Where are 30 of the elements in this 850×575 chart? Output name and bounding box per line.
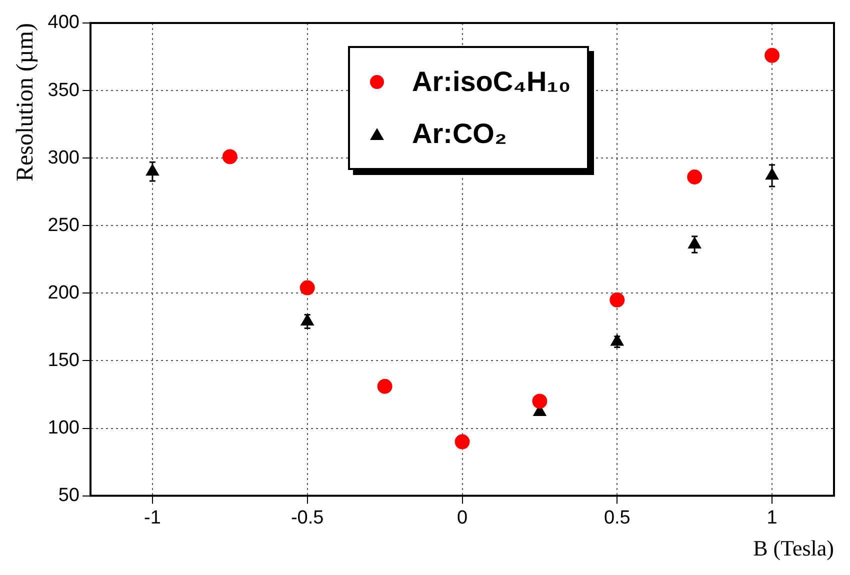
y-tick-label: 50	[58, 485, 80, 506]
point	[764, 48, 780, 63]
x-tick-label: 0.5	[604, 507, 630, 528]
x-tick-label: -0.5	[290, 507, 324, 528]
point	[688, 237, 702, 249]
point	[687, 170, 702, 184]
y-tick-label: 250	[48, 214, 80, 236]
y-tick-label: 300	[48, 147, 80, 168]
y-tick-label: 400	[48, 12, 80, 34]
legend-label: Ar:CO₂	[412, 118, 507, 150]
point	[222, 149, 238, 164]
y-tick-label: 350	[48, 80, 80, 101]
y-axis-title: Resolution (µm)	[12, 23, 39, 182]
point	[300, 314, 314, 326]
point	[610, 292, 625, 308]
x-tick-label: 1	[766, 507, 778, 528]
point	[765, 168, 779, 180]
point	[532, 394, 548, 409]
x-axis-title: B (Tesla)	[753, 536, 834, 561]
y-tick-label: 100	[48, 417, 80, 438]
legend-label: Ar:isoC₄H₁₀	[412, 66, 571, 98]
point	[377, 378, 392, 394]
x-tick-label: 0	[456, 507, 468, 528]
point	[300, 280, 315, 296]
x-tick-label: -1	[144, 507, 161, 528]
point	[610, 334, 624, 346]
y-tick-label: 150	[48, 350, 80, 371]
y-tick-label: 200	[48, 282, 80, 304]
point	[146, 164, 160, 176]
point	[454, 434, 470, 450]
